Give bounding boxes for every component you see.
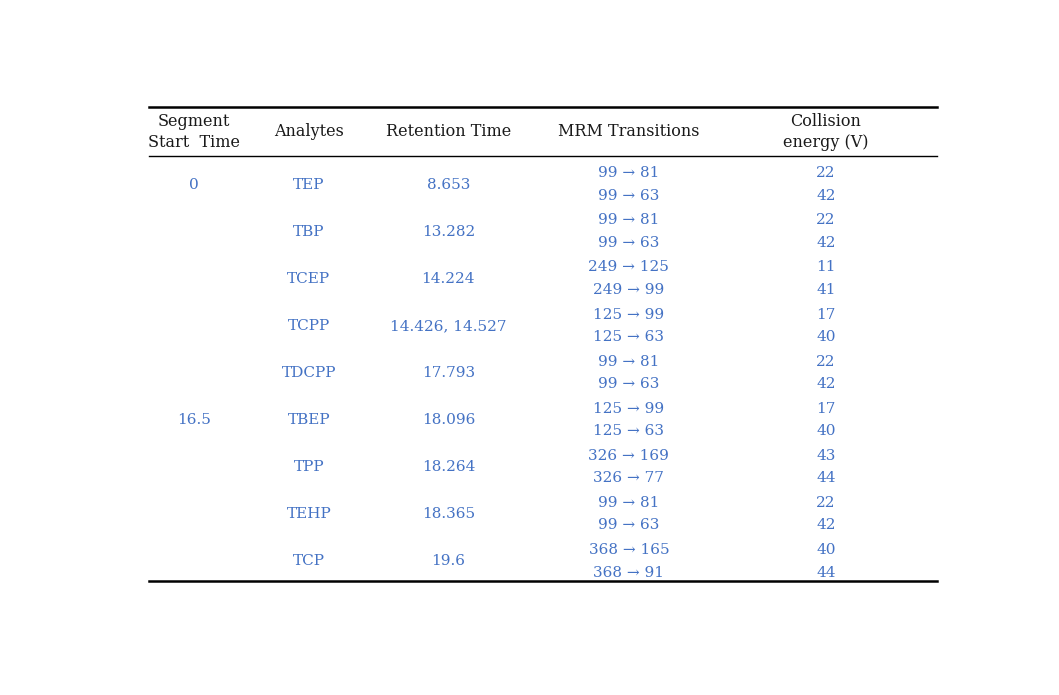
Text: 17: 17 xyxy=(816,308,836,322)
Text: 125 → 99: 125 → 99 xyxy=(593,308,664,322)
Text: 14.224: 14.224 xyxy=(421,272,475,286)
Text: TCPP: TCPP xyxy=(288,319,330,333)
Text: 19.6: 19.6 xyxy=(431,555,465,569)
Text: 99 → 63: 99 → 63 xyxy=(598,189,660,203)
Text: 42: 42 xyxy=(816,236,836,250)
Text: 0: 0 xyxy=(190,177,199,192)
Text: 125 → 63: 125 → 63 xyxy=(593,424,664,439)
Text: 99 → 81: 99 → 81 xyxy=(598,496,660,510)
Text: TEHP: TEHP xyxy=(286,507,331,521)
Text: 99 → 63: 99 → 63 xyxy=(598,518,660,532)
Text: Retention Time: Retention Time xyxy=(385,123,511,140)
Text: TBP: TBP xyxy=(293,224,324,238)
Text: 326 → 77: 326 → 77 xyxy=(593,471,664,485)
Text: 125 → 63: 125 → 63 xyxy=(593,330,664,344)
Text: 42: 42 xyxy=(816,377,836,391)
Text: 22: 22 xyxy=(816,354,836,368)
Text: MRM Transitions: MRM Transitions xyxy=(558,123,700,140)
Text: 368 → 165: 368 → 165 xyxy=(589,543,669,557)
Text: 44: 44 xyxy=(816,471,836,485)
Text: 326 → 169: 326 → 169 xyxy=(589,449,669,463)
Text: 99 → 81: 99 → 81 xyxy=(598,354,660,368)
Text: 16.5: 16.5 xyxy=(177,413,211,427)
Text: 99 → 63: 99 → 63 xyxy=(598,236,660,250)
Text: TCP: TCP xyxy=(293,555,325,569)
Text: TBEP: TBEP xyxy=(287,413,330,427)
Text: TPP: TPP xyxy=(293,460,324,474)
Text: Analytes: Analytes xyxy=(274,123,344,140)
Text: 125 → 99: 125 → 99 xyxy=(593,402,664,416)
Text: 99 → 81: 99 → 81 xyxy=(598,213,660,227)
Text: 18.365: 18.365 xyxy=(421,507,474,521)
Text: 249 → 125: 249 → 125 xyxy=(589,261,669,275)
Text: 249 → 99: 249 → 99 xyxy=(593,283,665,297)
Text: 44: 44 xyxy=(816,566,836,580)
Text: TEP: TEP xyxy=(293,177,324,192)
Text: TCEP: TCEP xyxy=(287,272,330,286)
Text: 17.793: 17.793 xyxy=(421,366,474,380)
Text: 42: 42 xyxy=(816,518,836,532)
Text: Collision
energy (V): Collision energy (V) xyxy=(784,113,868,151)
Text: 8.653: 8.653 xyxy=(427,177,470,192)
Text: 22: 22 xyxy=(816,213,836,227)
Text: 18.264: 18.264 xyxy=(421,460,475,474)
Text: 22: 22 xyxy=(816,496,836,510)
Text: 43: 43 xyxy=(816,449,836,463)
Text: 40: 40 xyxy=(816,330,836,344)
Text: 42: 42 xyxy=(816,189,836,203)
Text: 40: 40 xyxy=(816,543,836,557)
Text: 14.426, 14.527: 14.426, 14.527 xyxy=(390,319,506,333)
Text: 13.282: 13.282 xyxy=(421,224,475,238)
Text: 11: 11 xyxy=(816,261,836,275)
Text: 22: 22 xyxy=(816,166,836,180)
Text: 41: 41 xyxy=(816,283,836,297)
Text: 368 → 91: 368 → 91 xyxy=(593,566,664,580)
Text: 18.096: 18.096 xyxy=(421,413,475,427)
Text: 99 → 63: 99 → 63 xyxy=(598,377,660,391)
Text: 99 → 81: 99 → 81 xyxy=(598,166,660,180)
Text: 17: 17 xyxy=(816,402,836,416)
Text: TDCPP: TDCPP xyxy=(282,366,336,380)
Text: 40: 40 xyxy=(816,424,836,439)
Text: Segment
Start  Time: Segment Start Time xyxy=(148,113,240,151)
